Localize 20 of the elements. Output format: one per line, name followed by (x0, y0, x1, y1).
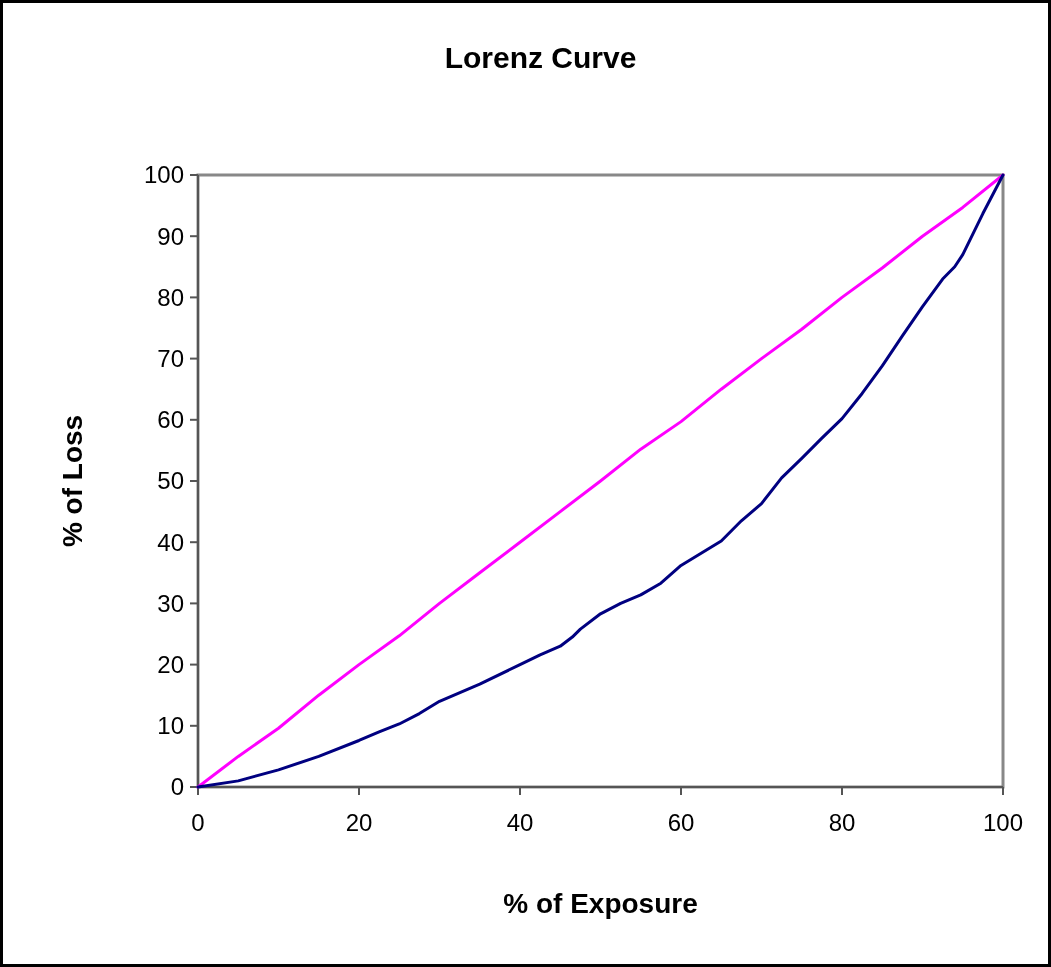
x-tick-label: 60 (667, 809, 695, 836)
x-tick-label: 80 (828, 809, 856, 836)
y-tick-label: 60 (157, 406, 184, 434)
y-tick-label: 30 (157, 589, 184, 617)
y-tick-label: 20 (157, 651, 184, 678)
y-axis-title: % of Loss (57, 414, 88, 548)
x-tick-label: 20 (345, 809, 373, 836)
x-tick-label: 100 (982, 809, 1024, 836)
y-tick-label: 90 (157, 222, 184, 250)
y-tick-label: 100 (143, 161, 184, 189)
y-tick-label: 50 (157, 467, 184, 495)
y-tick-label: 0 (170, 773, 184, 801)
x-tick-label: 40 (506, 809, 534, 836)
x-axis-title: % of Exposure (503, 888, 698, 919)
chart-title: Lorenz Curve (444, 41, 637, 74)
y-tick-label: 80 (157, 283, 184, 311)
y-tick-label: 70 (157, 345, 184, 372)
y-tick-label: 10 (157, 712, 184, 740)
y-tick-label: 40 (157, 528, 184, 556)
x-tick-label: 0 (191, 809, 205, 836)
